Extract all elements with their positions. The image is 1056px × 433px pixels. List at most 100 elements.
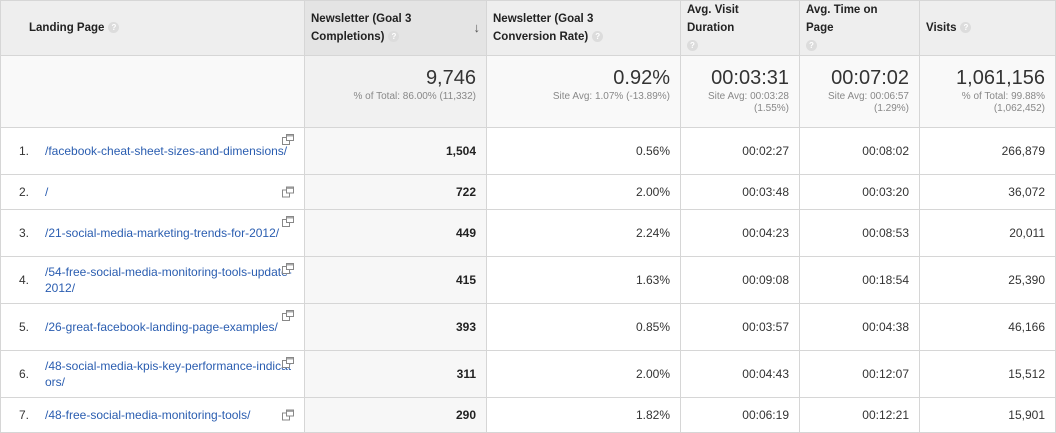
totals-value: 0.92% (613, 67, 670, 89)
column-header-visits[interactable]: Visits? (919, 0, 1056, 56)
column-header-avg-visit-duration[interactable]: Avg. Visit Duration? (680, 0, 800, 56)
column-header-label: Landing Page (29, 22, 105, 34)
visits-cell: 266,879 (919, 127, 1056, 175)
external-link-icon[interactable] (282, 216, 294, 227)
row-rank: 5. (19, 320, 30, 334)
conversion-rate-cell: 2.00% (486, 350, 681, 398)
totals-row: 9,746 % of Total: 86.00% (11,332) 0.92% … (0, 55, 1056, 128)
row-rank: 6. (19, 367, 30, 381)
visits-cell: 25,390 (919, 256, 1056, 304)
row-rank: 4. (19, 273, 30, 287)
sort-descending-arrow-icon[interactable]: ↓ (473, 20, 481, 35)
external-link-icon[interactable] (282, 409, 294, 421)
column-header-label: Newsletter (Goal 3 Completions) (311, 13, 412, 43)
column-header-completions[interactable]: Newsletter (Goal 3 Completions)? ↓ (304, 0, 487, 56)
totals-value: 00:07:02 (831, 67, 909, 89)
conversion-rate-cell: 2.00% (486, 174, 681, 210)
totals-value: 00:03:31 (711, 67, 789, 89)
visits-cell: 20,011 (919, 209, 1056, 257)
landing-page-link[interactable]: /54-free-social-media-monitoring-tools-u… (45, 265, 292, 295)
row-rank: 2. (19, 185, 30, 199)
avg-visit-duration-cell: 00:03:57 (680, 303, 800, 351)
landing-page-cell: 3. /21-social-media-marketing-trends-for… (0, 209, 305, 257)
landing-page-link[interactable]: /48-social-media-kpis-key-performance-in… (45, 359, 292, 389)
totals-landing-page-cell (0, 55, 305, 128)
avg-time-on-page-cell: 00:08:53 (799, 209, 920, 257)
visits-cell: 15,901 (919, 397, 1056, 433)
table-row: 3. /21-social-media-marketing-trends-for… (0, 209, 1056, 257)
avg-time-on-page-cell: 00:08:02 (799, 127, 920, 175)
table-row: 1. /facebook-cheat-sheet-sizes-and-dimen… (0, 127, 1056, 175)
row-rank: 3. (19, 226, 30, 240)
avg-time-on-page-cell: 00:12:07 (799, 350, 920, 398)
external-link-icon[interactable] (282, 357, 294, 368)
completions-cell: 449 (304, 209, 487, 257)
landing-page-cell: 4. /54-free-social-media-monitoring-tool… (0, 256, 305, 304)
visits-cell: 46,166 (919, 303, 1056, 351)
completions-cell: 722 (304, 174, 487, 210)
visits-cell: 36,072 (919, 174, 1056, 210)
help-question-icon[interactable]: ? (960, 22, 972, 34)
landing-page-link[interactable]: /21-social-media-marketing-trends-for-20… (45, 226, 280, 240)
external-link-icon[interactable] (282, 134, 294, 145)
column-header-label: Avg. Visit Duration (687, 4, 739, 34)
avg-visit-duration-cell: 00:03:48 (680, 174, 800, 210)
totals-subtext: Site Avg: 00:06:57 (1.29%) (828, 91, 909, 114)
completions-cell: 393 (304, 303, 487, 351)
external-link-icon[interactable] (282, 310, 294, 321)
totals-subtext: Site Avg: 00:03:28 (1.55%) (708, 91, 789, 114)
conversion-rate-cell: 2.24% (486, 209, 681, 257)
column-header-label: Avg. Time on Page (806, 4, 878, 34)
totals-completions-cell: 9,746 % of Total: 86.00% (11,332) (304, 55, 487, 128)
avg-time-on-page-cell: 00:12:21 (799, 397, 920, 433)
help-question-icon[interactable]: ? (592, 31, 604, 43)
visits-cell: 15,512 (919, 350, 1056, 398)
table-row: 4. /54-free-social-media-monitoring-tool… (0, 256, 1056, 304)
help-question-icon[interactable]: ? (806, 40, 817, 52)
conversion-rate-cell: 1.82% (486, 397, 681, 433)
help-question-icon[interactable]: ? (687, 40, 698, 52)
landing-page-cell: 7. /48-free-social-media-monitoring-tool… (0, 397, 305, 433)
table-row: 5. /26-great-facebook-landing-page-examp… (0, 303, 1056, 351)
external-link-icon[interactable] (282, 263, 294, 274)
avg-time-on-page-cell: 00:18:54 (799, 256, 920, 304)
avg-visit-duration-cell: 00:04:23 (680, 209, 800, 257)
totals-avg-time-on-page-cell: 00:07:02 Site Avg: 00:06:57 (1.29%) (799, 55, 920, 128)
completions-cell: 1,504 (304, 127, 487, 175)
totals-avg-visit-duration-cell: 00:03:31 Site Avg: 00:03:28 (1.55%) (680, 55, 800, 128)
completions-cell: 311 (304, 350, 487, 398)
landing-page-link[interactable]: / (45, 185, 49, 199)
landing-page-cell: 6. /48-social-media-kpis-key-performance… (0, 350, 305, 398)
column-header-conversion-rate[interactable]: Newsletter (Goal 3 Conversion Rate)? (486, 0, 681, 56)
avg-visit-duration-cell: 00:02:27 (680, 127, 800, 175)
table-row: 2. / 722 2.00% 00:03:48 00:03:20 36,072 (0, 174, 1056, 210)
totals-subtext: Site Avg: 1.07% (-13.89%) (552, 91, 670, 102)
row-rank: 1. (19, 144, 30, 158)
column-header-landing-page[interactable]: Landing Page? (0, 0, 305, 56)
totals-subtext: % of Total: 86.00% (11,332) (353, 91, 477, 102)
help-question-icon[interactable]: ? (388, 31, 400, 43)
table-row: 6. /48-social-media-kpis-key-performance… (0, 350, 1056, 398)
completions-cell: 290 (304, 397, 487, 433)
row-rank: 7. (19, 408, 30, 422)
landing-page-link[interactable]: /48-free-social-media-monitoring-tools/ (45, 408, 251, 422)
external-link-icon[interactable] (282, 186, 294, 198)
avg-time-on-page-cell: 00:03:20 (799, 174, 920, 210)
help-question-icon[interactable]: ? (108, 22, 120, 34)
avg-visit-duration-cell: 00:09:08 (680, 256, 800, 304)
avg-time-on-page-cell: 00:04:38 (799, 303, 920, 351)
landing-page-link[interactable]: /26-great-facebook-landing-page-examples… (45, 320, 278, 334)
table-row: 7. /48-free-social-media-monitoring-tool… (0, 397, 1056, 433)
column-header-avg-time-on-page[interactable]: Avg. Time on Page? (799, 0, 920, 56)
totals-value: 1,061,156 (956, 67, 1045, 89)
column-header-label: Newsletter (Goal 3 Conversion Rate) (493, 13, 594, 43)
conversion-rate-cell: 1.63% (486, 256, 681, 304)
column-header-label: Visits (926, 22, 957, 34)
landing-page-cell: 2. / (0, 174, 305, 210)
conversion-rate-cell: 0.85% (486, 303, 681, 351)
avg-visit-duration-cell: 00:04:43 (680, 350, 800, 398)
totals-conversion-rate-cell: 0.92% Site Avg: 1.07% (-13.89%) (486, 55, 681, 128)
landing-page-cell: 1. /facebook-cheat-sheet-sizes-and-dimen… (0, 127, 305, 175)
landing-page-link[interactable]: /facebook-cheat-sheet-sizes-and-dimensio… (45, 144, 288, 158)
